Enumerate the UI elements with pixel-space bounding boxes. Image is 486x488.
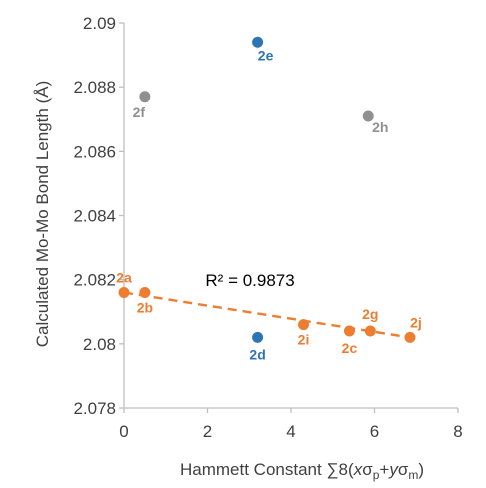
x-tick-label: 8 (453, 422, 462, 441)
x-axis-title-prefix: Hammett Constant ∑8( (180, 460, 354, 479)
point-label-2a: 2a (116, 270, 132, 286)
data-point-2d (252, 331, 264, 343)
data-point-2i (298, 319, 310, 331)
point-label-2g: 2g (362, 306, 378, 322)
x-axis-title: Hammett Constant ∑8(xσp+yσm) (180, 460, 424, 482)
data-point-2a (118, 287, 130, 298)
point-label-2d: 2d (249, 346, 265, 362)
y-axis-title: Calculated Mo-Mo Bond Length (Å) (33, 81, 52, 347)
y-tick-label: 2.088 (73, 78, 116, 97)
y-tick-label: 2.078 (73, 399, 116, 418)
data-points (118, 36, 416, 343)
x-axis-title-plus: + (379, 460, 389, 479)
x-tick-label: 0 (119, 422, 128, 441)
data-point-2b (139, 287, 151, 298)
data-point-2f (139, 91, 151, 103)
trendlines (123, 291, 411, 339)
x-tick-label: 4 (286, 422, 295, 441)
r-squared-annotation: R² = 0.9873 (205, 271, 294, 290)
y-tick-label: 2.09 (83, 14, 116, 33)
point-label-2f: 2f (133, 104, 146, 120)
data-point-2c (343, 325, 355, 337)
x-axis-title-suffix: ) (418, 460, 424, 479)
point-label-2e: 2e (258, 47, 274, 63)
point-label-2c: 2c (342, 340, 358, 356)
x-axis-title-sub-p: p (373, 468, 380, 482)
x-axis-title-sub-m: m (408, 468, 418, 482)
y-tick-label: 2.08 (83, 335, 116, 354)
point-labels: 2a 2b 2i 2c 2g 2j 2e 2d 2f 2h (116, 47, 422, 362)
data-point-2h (362, 110, 374, 122)
point-label-2j: 2j (410, 314, 422, 330)
data-point-2e (252, 36, 264, 48)
y-tick-label: 2.086 (73, 142, 116, 161)
x-axis-title-sigma-m: σ (398, 460, 409, 479)
data-point-2g (364, 325, 376, 337)
x-axis-title-y: y (388, 460, 399, 479)
axes: 2.078 2.08 2.082 2.084 2.086 2.088 2.09 0 2 4 6 8 (73, 14, 462, 441)
point-label-2b: 2b (137, 300, 153, 316)
data-point-2j (404, 331, 416, 343)
x-axis-title-x: x (353, 460, 363, 479)
x-axis-title-sigma-p: σ (362, 460, 373, 479)
trendline (123, 291, 411, 339)
point-label-2h: 2h (372, 119, 388, 135)
x-tick-label: 6 (370, 422, 379, 441)
point-label-2i: 2i (298, 332, 310, 348)
x-tick-label: 2 (203, 422, 212, 441)
y-tick-label: 2.084 (73, 207, 116, 226)
y-tick-label: 2.082 (73, 271, 116, 290)
